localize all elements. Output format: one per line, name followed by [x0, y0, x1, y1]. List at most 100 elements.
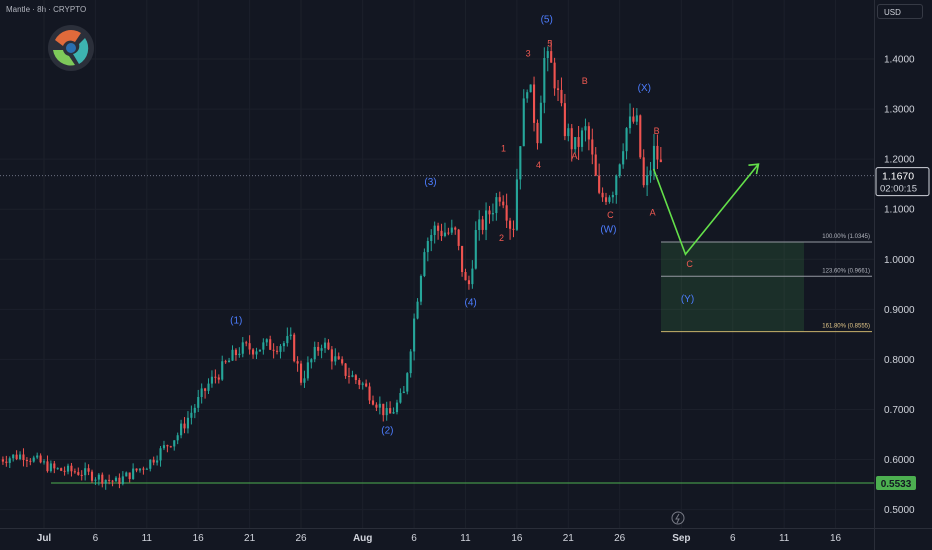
candle-body — [94, 479, 97, 481]
support-price-badge[interactable] — [876, 475, 916, 490]
candle-body — [121, 476, 124, 484]
candle-body — [299, 363, 303, 383]
candle-body — [334, 356, 337, 362]
candle-body — [341, 359, 344, 364]
candle-body — [296, 361, 299, 364]
candle-body — [118, 477, 121, 484]
candle-body — [639, 115, 642, 158]
candle-body — [313, 346, 316, 360]
wave-label: (1) — [230, 315, 242, 326]
candle-body — [56, 468, 59, 470]
candle-body — [210, 376, 214, 384]
candle-body — [132, 468, 135, 480]
candle-body — [512, 228, 515, 230]
candle-body — [406, 373, 409, 392]
price-tick-label: 1.2000 — [884, 155, 915, 166]
candle-body — [282, 343, 285, 347]
candle-body — [29, 460, 32, 462]
candle-body — [162, 445, 166, 449]
candle-body — [515, 179, 518, 230]
candle-body — [570, 128, 573, 150]
currency-button[interactable]: USD — [877, 4, 923, 19]
wave-label: B — [582, 76, 588, 86]
candle-body — [97, 474, 100, 480]
candle-body — [269, 339, 272, 350]
wave-label: (W) — [600, 225, 616, 236]
fib-level-label: 100.00% (1.0345) — [822, 234, 870, 240]
candle-body — [200, 388, 203, 398]
wave-label: 2 — [499, 233, 504, 243]
candle-body — [550, 51, 553, 63]
candle-body — [495, 197, 498, 214]
candle-body — [234, 349, 237, 356]
candle-body — [508, 220, 512, 229]
candle-body — [433, 225, 436, 236]
candle-body — [519, 146, 522, 180]
candle-body — [66, 465, 70, 472]
wave-label: 5 — [547, 38, 552, 48]
candle-body — [502, 201, 505, 206]
time-tick-label: 26 — [295, 533, 307, 544]
time-tick-label: Jul — [37, 533, 52, 544]
time-tick-label: 26 — [614, 533, 626, 544]
candle-body — [587, 126, 590, 140]
current-price-value: 1.1670 — [882, 171, 914, 183]
time-tick-label: Sep — [672, 533, 690, 544]
candle-body — [457, 229, 460, 246]
candle-body — [138, 468, 142, 471]
wave-label: 4 — [536, 160, 541, 170]
candle-body — [128, 472, 131, 480]
time-tick-label: 11 — [142, 533, 153, 544]
candle-body — [615, 175, 618, 196]
candle-body — [166, 445, 169, 447]
candle-body — [389, 408, 392, 414]
candle-body — [337, 356, 340, 360]
current-price-badge[interactable] — [875, 167, 930, 197]
candle-body — [306, 362, 309, 379]
price-tick-label: 1.1000 — [884, 205, 915, 216]
candle-body — [317, 346, 320, 351]
candle-body — [145, 468, 148, 470]
candle-body — [416, 301, 419, 319]
time-tick-label: 16 — [511, 533, 523, 544]
candle-body — [152, 459, 155, 463]
candle-body — [488, 210, 491, 215]
candle-body — [450, 227, 453, 233]
projection-path — [652, 163, 760, 256]
candle-body — [659, 159, 662, 163]
candle-body — [231, 349, 234, 361]
candle-body — [248, 343, 251, 350]
wave-label: (2) — [381, 426, 393, 437]
event-icon[interactable] — [671, 511, 685, 525]
candle-body — [156, 460, 159, 463]
candle-body — [604, 197, 608, 202]
candle-body — [351, 375, 354, 377]
lightning-icon — [675, 513, 680, 524]
candle-body — [471, 268, 474, 285]
candle-body — [454, 227, 457, 230]
candle-body — [601, 192, 604, 198]
candle-body — [255, 351, 258, 355]
candle-body — [173, 440, 176, 447]
candle-body — [101, 474, 104, 484]
price-tick-label: 0.9000 — [884, 305, 915, 316]
candle-body — [251, 349, 255, 355]
wave-label: (4) — [465, 297, 477, 308]
candle-body — [556, 88, 560, 90]
candle-body — [625, 128, 628, 152]
candle-body — [447, 232, 450, 234]
candle-body — [526, 92, 529, 99]
fib-level-label: 161.80% (0.8555) — [822, 324, 870, 330]
candle-body — [426, 241, 429, 253]
time-tick-label: 6 — [730, 533, 736, 544]
candle-body — [375, 404, 378, 408]
candle-body — [437, 225, 440, 231]
candle-body — [543, 58, 546, 103]
wave-label: (Y) — [681, 294, 694, 305]
candle-body — [327, 342, 330, 350]
candle-body — [354, 375, 357, 381]
time-tick-label: Aug — [353, 533, 372, 544]
wave-label: (X) — [638, 83, 651, 94]
fib-zone — [661, 242, 804, 332]
